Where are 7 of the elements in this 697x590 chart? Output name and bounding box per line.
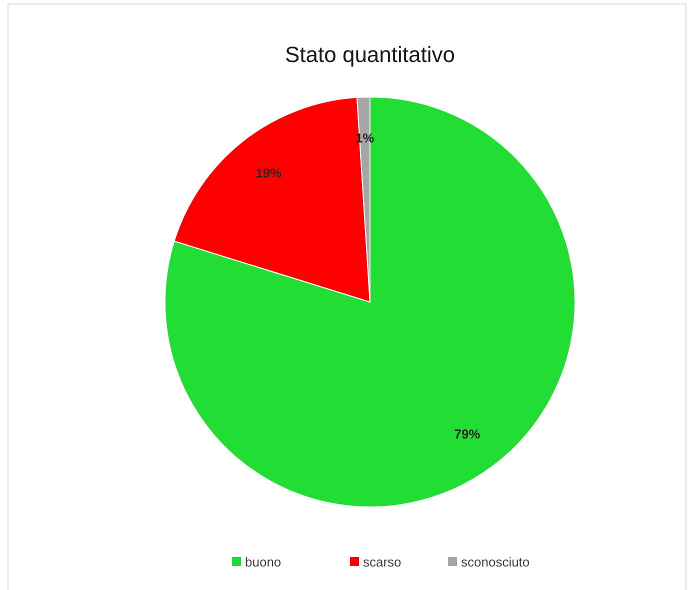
pie-slice [164, 96, 576, 508]
legend-label: buono [245, 554, 282, 570]
chart-title: Stato quantitativo [284, 42, 456, 67]
data-label: 79% [454, 426, 481, 442]
legend-label: sconosciuto [461, 554, 530, 570]
legend-label: scarso [363, 554, 402, 570]
data-label: 19% [256, 166, 282, 181]
